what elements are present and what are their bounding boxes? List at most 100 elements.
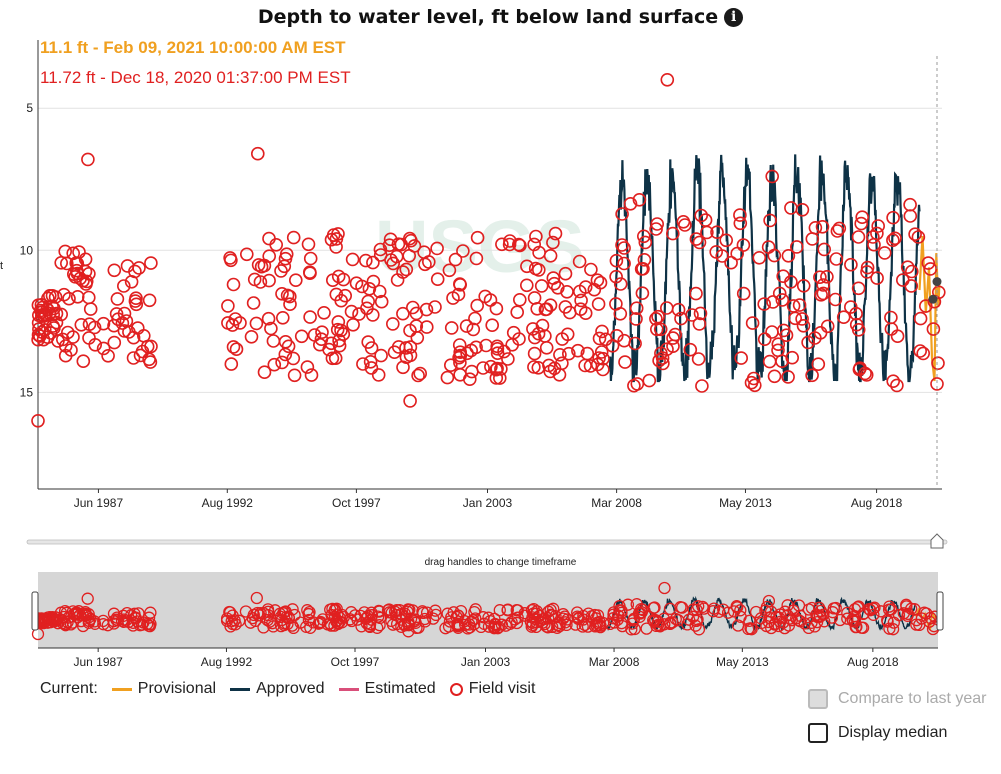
brush-field-visit-marker <box>459 618 472 632</box>
field-visit-marker <box>451 287 466 302</box>
brush-field-visit-marker <box>626 617 639 630</box>
x-tick-label: Jun 1987 <box>74 496 124 510</box>
field-visit-marker <box>262 273 276 288</box>
field-visit-marker <box>251 258 266 272</box>
field-visit-marker <box>76 354 91 369</box>
field-visit-marker <box>913 311 928 326</box>
field-visit-marker <box>87 320 102 335</box>
field-visit-marker <box>478 289 493 304</box>
compare-checkbox[interactable] <box>808 689 828 709</box>
field-visit-marker <box>820 269 834 284</box>
field-visit-marker <box>366 255 380 270</box>
brush-field-visit-marker <box>372 610 385 623</box>
brush-field-visit-marker <box>658 581 671 595</box>
field-visit-marker <box>228 312 243 326</box>
brush-track-handle[interactable] <box>930 533 944 549</box>
field-visit-marker <box>490 346 505 361</box>
brush-field-visit-marker <box>401 605 414 618</box>
brush-field-visit-marker <box>294 616 307 629</box>
field-visit-marker <box>926 322 941 336</box>
field-visit-marker <box>854 216 869 231</box>
field-visit-marker <box>630 377 645 391</box>
compare-option[interactable]: Compare to last year <box>808 689 987 709</box>
field-visit-marker <box>617 256 631 271</box>
field-visit-marker <box>642 373 657 388</box>
brush-field-visit-marker <box>439 622 452 635</box>
field-visit-marker <box>689 232 704 246</box>
field-visit-marker <box>250 146 265 161</box>
field-visit-marker <box>33 329 47 343</box>
field-visit-marker <box>224 357 239 371</box>
field-visit-marker <box>115 316 130 330</box>
x-tick-label: Oct 1997 <box>332 496 381 510</box>
field-visit-marker <box>871 219 886 233</box>
field-visit-marker <box>792 298 807 312</box>
field-visit-marker <box>849 306 863 321</box>
brush-field-visit-marker <box>64 618 78 631</box>
field-visit-marker <box>495 237 509 252</box>
brush-field-visit-marker <box>666 616 679 629</box>
brush-field-visit-marker <box>792 614 805 627</box>
field-visit-marker <box>560 284 574 299</box>
field-visit-marker <box>561 346 576 361</box>
field-visit-marker <box>558 266 573 281</box>
brush-field-visit-marker <box>571 610 584 623</box>
brush-field-visit-marker <box>420 606 434 619</box>
brush-field-visit-marker <box>402 625 415 638</box>
field-visit-marker <box>918 299 933 313</box>
x-tick-labels: Jun 1987 Aug 1992 Oct 1997 Jan 2003 Mar 2008… <box>74 489 903 510</box>
field-visit-marker <box>736 238 751 252</box>
brush-field-visit-marker <box>717 603 730 616</box>
brush-field-visit-marker <box>443 615 457 628</box>
field-visit-marker <box>331 315 346 329</box>
median-option[interactable]: Display median <box>808 723 947 743</box>
brush-field-visit-marker <box>849 620 862 634</box>
field-visit-marker <box>58 244 72 259</box>
field-visit-marker <box>543 298 558 313</box>
field-visit-marker <box>303 310 317 324</box>
field-visit-marker <box>584 262 598 277</box>
field-visit-marker <box>55 332 70 347</box>
brush-x-tick-label: Aug 1992 <box>201 655 253 669</box>
field-visit-marker <box>490 339 505 354</box>
cursor-point-provisional <box>932 277 942 287</box>
field-visit-marker <box>399 262 414 277</box>
field-visit-marker <box>590 273 605 288</box>
field-visit-marker <box>733 216 748 231</box>
field-visit-marker <box>88 337 102 352</box>
brush-field-visit-marker <box>239 605 253 618</box>
field-visit-marker <box>709 245 724 259</box>
brush-field-visit-marker <box>682 613 696 626</box>
brush-track[interactable] <box>26 539 948 545</box>
field-visit-marker <box>530 301 545 316</box>
field-visit-marker <box>736 286 751 301</box>
field-visit-marker <box>693 306 708 321</box>
field-visit-marker <box>629 312 643 326</box>
brush-field-visit-marker <box>525 620 538 633</box>
brush-field-visit-marker <box>745 623 758 636</box>
field-visit-marker <box>374 348 388 363</box>
field-visit-marker <box>795 312 809 326</box>
field-visit-marker <box>107 263 122 278</box>
info-icon[interactable]: i <box>724 7 744 27</box>
field-visit-marker <box>107 318 121 333</box>
brush-field-visit-marker <box>542 612 555 625</box>
brush-field-visit-marker <box>634 602 648 616</box>
brush-field-visit-marker <box>611 609 625 622</box>
field-visit-marker <box>635 286 650 301</box>
field-visit-marker <box>257 365 272 380</box>
brush-right-handle[interactable] <box>936 591 944 631</box>
chart-title: Depth to water level, ft below land surf… <box>0 6 1001 28</box>
field-visit-marker <box>133 348 148 363</box>
median-checkbox[interactable] <box>808 723 828 743</box>
field-visit-marker <box>460 346 474 361</box>
brush-left-handle[interactable] <box>31 591 39 631</box>
field-visit-marker <box>430 241 444 256</box>
field-visit-marker <box>766 295 780 309</box>
field-visit-marker <box>615 207 629 221</box>
field-visit-marker <box>410 330 425 345</box>
field-visit-marker <box>691 352 706 366</box>
field-visit-marker <box>345 252 360 267</box>
x-tick-label: Aug 1992 <box>202 496 254 510</box>
